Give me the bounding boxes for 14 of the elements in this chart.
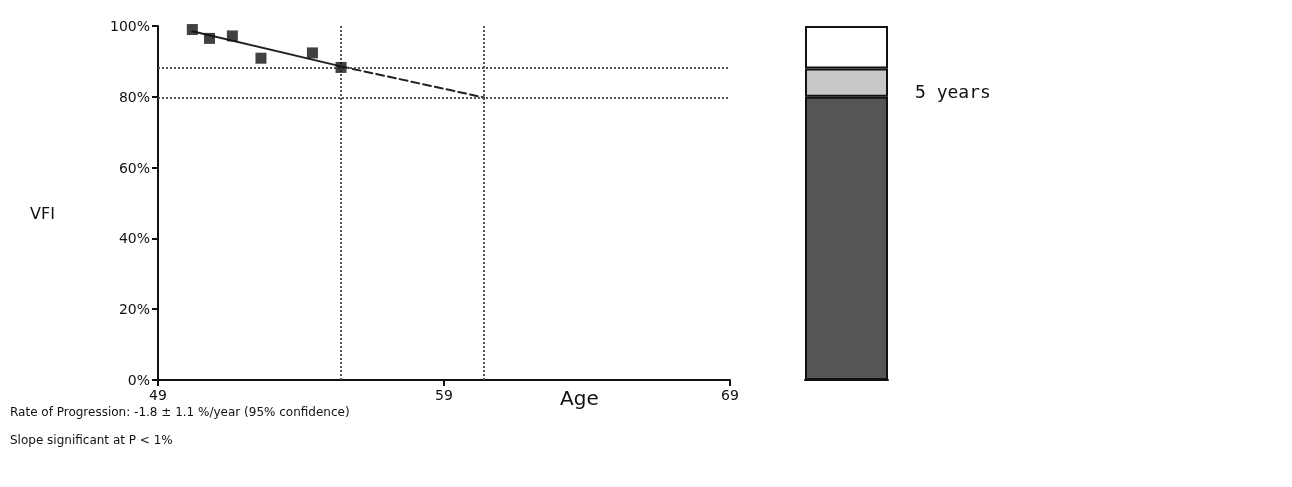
x-tick-label: 69 [721,387,739,403]
y-tick-label: 20% [118,301,150,318]
y-tick-label: 100% [109,18,150,34]
y-axis-title: VFI [30,203,55,223]
text: Rate of Progression: -1.8 ± 1.1 %/year (95% confidence) [10,405,350,419]
y-tick-label: 80% [118,88,150,105]
y-tick-label: 40% [118,230,150,247]
x-axis-title: Age [560,386,599,410]
y-tick-label: 0% [127,372,150,388]
y-tick-label: 60% [118,159,150,176]
x-tick-label: 59 [435,387,453,403]
text: Slope significant at P < 1% [10,433,173,447]
x-tick-label: 49 [149,387,167,403]
text: 5 years [915,81,991,103]
